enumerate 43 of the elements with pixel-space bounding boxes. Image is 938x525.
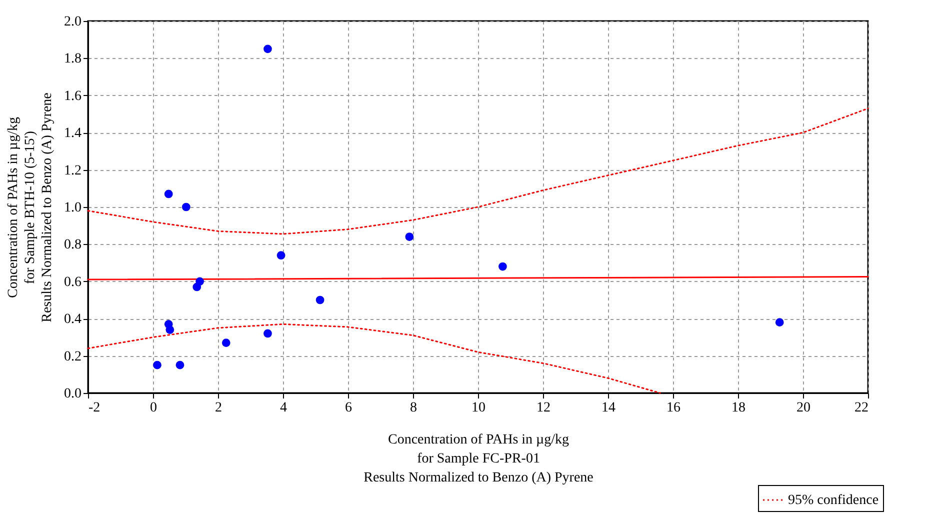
x-tick-label: 0 bbox=[150, 400, 157, 416]
y-tick-label: 1.0 bbox=[64, 200, 82, 216]
y-tick-label: 0.2 bbox=[64, 349, 82, 364]
y-tick-label: 0.4 bbox=[64, 312, 82, 328]
y-tick-label: 1.4 bbox=[64, 126, 82, 142]
point bbox=[166, 326, 174, 334]
point bbox=[264, 329, 272, 338]
point bbox=[196, 277, 204, 286]
y-tick-label: 0.0 bbox=[64, 386, 82, 402]
point bbox=[164, 190, 173, 198]
y-tick-label: 2.0 bbox=[64, 14, 82, 30]
x-tick-label: 16 bbox=[666, 400, 680, 416]
x-tick-label: 6 bbox=[345, 400, 352, 416]
legend-label: 95% confidence bbox=[788, 493, 879, 508]
x-tick-label: 22 bbox=[854, 400, 868, 416]
point bbox=[176, 360, 184, 370]
x-tick-label: 4 bbox=[280, 400, 287, 416]
x-axis-title: Concentration of PAHs in µg/kg for Sample FC-PR-01 Results Normalized to Benzo (A) Pyrene bbox=[364, 432, 594, 486]
point bbox=[153, 360, 162, 370]
point bbox=[222, 338, 230, 347]
y-axis-title: Concentration of PAHs in µg/kg for Sample BTH-10 (5-15') Results Normalized to Benzo (A) Pyrene bbox=[6, 92, 55, 322]
point bbox=[498, 262, 507, 271]
x-tick-label: 20 bbox=[796, 400, 810, 416]
x-tick-label: 10 bbox=[472, 400, 486, 416]
point bbox=[316, 296, 324, 304]
y-tick-label: 0.6 bbox=[64, 274, 82, 290]
x-tick-label: 18 bbox=[732, 400, 746, 416]
x-tick-label: 2 bbox=[215, 400, 222, 416]
x-tick-label: 12 bbox=[536, 400, 550, 416]
x-tick-label: 14 bbox=[602, 400, 616, 416]
point bbox=[264, 44, 272, 54]
x-tick-label: -2 bbox=[88, 400, 100, 416]
x-tick-label: 8 bbox=[410, 400, 417, 416]
point bbox=[405, 232, 414, 241]
line-series bbox=[87, 323, 661, 394]
y-tick-label: 0.8 bbox=[64, 238, 82, 253]
point bbox=[276, 251, 286, 260]
y-tick-label: 1.2 bbox=[64, 163, 82, 178]
y-tick-label: 1.6 bbox=[64, 88, 82, 104]
line-series bbox=[87, 108, 869, 235]
point bbox=[775, 318, 784, 326]
y-tick-label: 1.8 bbox=[64, 52, 82, 67]
point bbox=[182, 202, 190, 212]
